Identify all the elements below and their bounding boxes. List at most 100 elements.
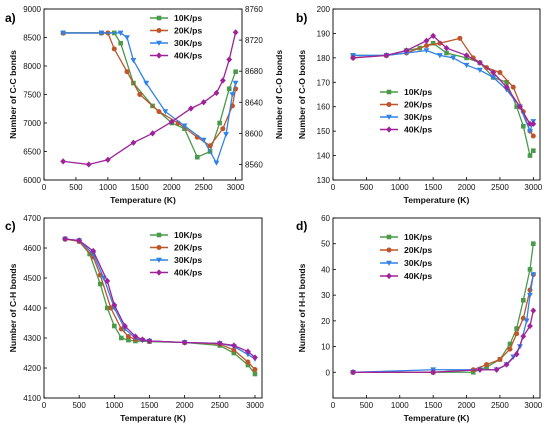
series-line — [353, 274, 534, 373]
y-tick-label: 0 — [326, 368, 331, 377]
data-point — [118, 40, 123, 46]
legend-label: 20K/ps — [174, 243, 202, 253]
y-tick-label: 7000 — [23, 119, 41, 128]
data-point — [98, 30, 105, 36]
data-point — [226, 86, 232, 92]
x-tick-label: 3000 — [524, 401, 542, 410]
series-line — [64, 238, 256, 370]
y-tick-label: 180 — [317, 54, 331, 63]
y2-tick-label: 8640 — [245, 98, 263, 107]
data-point — [503, 84, 510, 91]
series-40K-ps — [62, 235, 258, 361]
legend-label: 30K/ps — [174, 38, 202, 48]
data-point — [137, 92, 143, 97]
x-tick-label: 2000 — [458, 183, 476, 192]
data-point — [527, 322, 533, 330]
panel-label: d) — [296, 219, 307, 233]
legend-marker — [386, 260, 392, 266]
data-point — [245, 359, 251, 365]
data-point — [530, 120, 537, 127]
legend-marker — [156, 257, 162, 263]
y2-tick-label: 8560 — [245, 160, 263, 169]
x-axis-label: Temperature (K) — [404, 413, 470, 423]
x-tick-label: 2000 — [163, 183, 181, 192]
x-tick-label: 0 — [42, 183, 47, 192]
series-line — [63, 32, 237, 147]
data-point — [514, 331, 520, 337]
x-axis-label: Temperature (K) — [120, 413, 186, 423]
data-point — [181, 339, 188, 346]
legend-marker — [386, 126, 392, 133]
x-tick-label: 3000 — [524, 183, 542, 192]
panel-label: b) — [296, 11, 307, 25]
data-point — [523, 318, 530, 324]
data-point — [200, 137, 207, 143]
data-point — [514, 326, 519, 331]
data-point — [85, 161, 92, 168]
y-tick-label: 30 — [321, 291, 330, 300]
data-point — [231, 350, 237, 356]
x-tick-label: 1500 — [141, 401, 159, 410]
data-point — [76, 237, 83, 244]
x-axis-label: Temperature (K) — [404, 195, 470, 205]
data-point — [132, 333, 139, 340]
data-point — [521, 123, 526, 129]
series-line — [63, 32, 237, 166]
data-point — [463, 52, 470, 59]
data-point — [423, 43, 429, 49]
legend: 10K/ps 20K/ps 30K/ps 40K/ps — [150, 13, 202, 61]
data-point — [232, 29, 239, 36]
series-40K-ps — [350, 307, 537, 376]
legend-label: 10K/ps — [174, 230, 202, 240]
y-tick-label: 190 — [317, 29, 331, 38]
x-tick-label: 0 — [42, 401, 47, 410]
data-point — [97, 281, 103, 287]
data-point — [156, 109, 162, 115]
data-point — [530, 133, 536, 139]
legend-label: 20K/ps — [404, 100, 432, 110]
series-line — [353, 42, 534, 158]
data-point — [188, 105, 194, 112]
y-tick-label: 10 — [321, 343, 330, 352]
data-point — [216, 340, 223, 347]
legend-label: 10K/ps — [404, 87, 432, 97]
x-axis-label: Temperature (K) — [110, 195, 176, 205]
data-point — [245, 348, 251, 355]
series-20K-ps — [60, 30, 239, 149]
data-point — [527, 120, 533, 127]
legend-label: 30K/ps — [404, 258, 432, 268]
panel-label: a) — [5, 11, 16, 25]
chart-panel-1: 0 500 1000 1500 2000 2500 3000 6000 6500 7000 7500… — [5, 5, 284, 205]
legend-label: 30K/ps — [404, 112, 432, 122]
legend-marker — [156, 40, 162, 46]
series-30K-ps — [350, 272, 537, 376]
data-point — [130, 139, 137, 146]
x-tick-label: 1500 — [131, 183, 149, 192]
legend-marker — [386, 114, 392, 120]
y-axis-label: Number of C-C bonds — [8, 50, 18, 139]
data-point — [430, 32, 437, 39]
y-tick-label: 50 — [321, 240, 330, 249]
y-tick-label: 4500 — [23, 274, 41, 283]
series-40K-ps — [60, 29, 239, 168]
data-point — [104, 305, 110, 311]
y2-tick-label: 8760 — [245, 5, 263, 14]
data-point — [527, 292, 533, 299]
data-point — [125, 334, 131, 339]
data-point — [403, 47, 410, 54]
y-tick-label: 4100 — [23, 394, 41, 403]
x-tick-label: 2000 — [176, 401, 194, 410]
data-point — [60, 158, 67, 165]
panel-label: c) — [5, 219, 16, 233]
data-point — [207, 143, 213, 149]
y-axis-label: Number of C-H bonds — [8, 263, 18, 352]
y-tick-label: 140 — [317, 152, 331, 161]
y-tick-label: 8000 — [23, 62, 41, 71]
y-tick-label: 200 — [317, 5, 331, 14]
data-point — [507, 346, 513, 352]
data-point — [146, 337, 153, 345]
data-point — [229, 92, 236, 98]
data-point — [504, 79, 509, 85]
data-point — [503, 361, 510, 368]
legend: 10K/ps 20K/ps 30K/ps 40K/ps — [150, 230, 202, 278]
